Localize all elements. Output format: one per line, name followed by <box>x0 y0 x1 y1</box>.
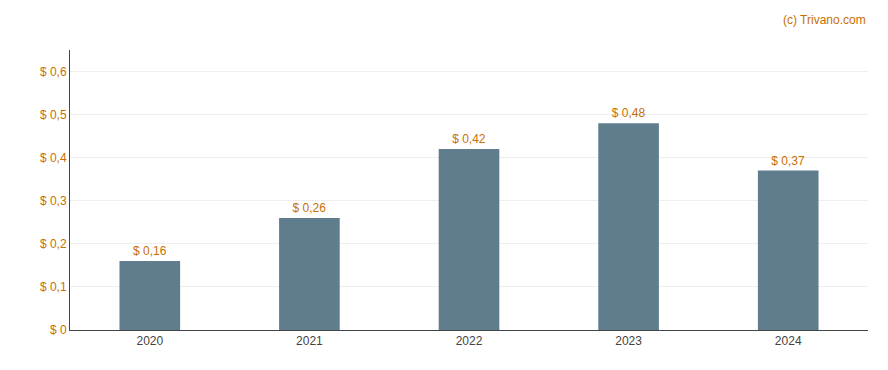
svg-text:$ 0,26: $ 0,26 <box>293 201 327 215</box>
svg-text:2023: 2023 <box>615 334 642 348</box>
svg-text:$ 0,3: $ 0,3 <box>40 194 67 208</box>
svg-text:$ 0,37: $ 0,37 <box>771 154 805 168</box>
svg-text:2024: 2024 <box>775 334 802 348</box>
svg-text:$ 0,42: $ 0,42 <box>452 132 486 146</box>
svg-text:$ 0,1: $ 0,1 <box>40 280 67 294</box>
svg-text:$ 0,6: $ 0,6 <box>40 65 67 79</box>
svg-text:$ 0,4: $ 0,4 <box>40 151 67 165</box>
svg-text:$ 0,2: $ 0,2 <box>40 237 67 251</box>
svg-text:2021: 2021 <box>296 334 323 348</box>
svg-text:$ 0,16: $ 0,16 <box>133 244 167 258</box>
svg-text:$ 0,48: $ 0,48 <box>612 106 646 120</box>
svg-text:$ 0,5: $ 0,5 <box>40 108 67 122</box>
svg-text:(c) Trivano.com: (c) Trivano.com <box>783 13 866 27</box>
svg-text:$ 0: $ 0 <box>50 323 67 337</box>
svg-text:2020: 2020 <box>136 334 163 348</box>
svg-text:2022: 2022 <box>456 334 483 348</box>
